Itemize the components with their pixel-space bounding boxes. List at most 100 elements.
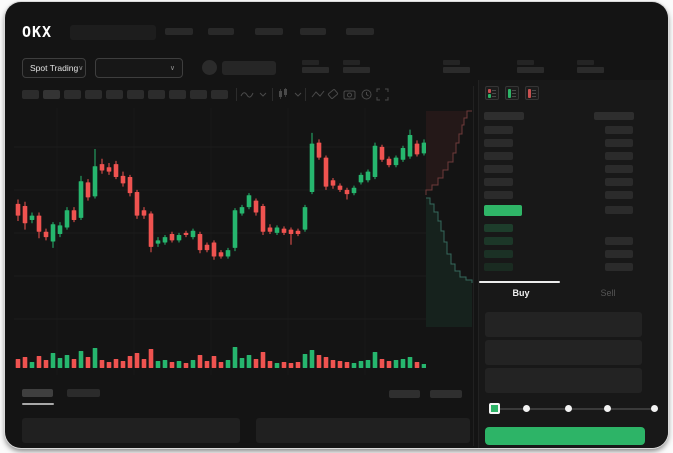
line-icon[interactable] bbox=[311, 88, 325, 101]
ask-price-placeholder[interactable] bbox=[484, 126, 513, 134]
ask-price-placeholder[interactable] bbox=[484, 178, 513, 186]
volume-bar bbox=[309, 350, 315, 368]
candles-icon[interactable] bbox=[277, 88, 289, 101]
icon-dash bbox=[512, 90, 516, 91]
camera-icon[interactable] bbox=[343, 88, 356, 101]
ask-amount-placeholder bbox=[605, 178, 633, 186]
slider-stop[interactable] bbox=[651, 405, 658, 412]
ask-price-placeholder[interactable] bbox=[484, 191, 513, 199]
volume-bar bbox=[414, 362, 420, 368]
candle bbox=[183, 232, 189, 236]
tab-sell[interactable]: Sell bbox=[600, 288, 616, 298]
ask-amount-placeholder bbox=[605, 139, 633, 147]
timeframe-button-placeholder[interactable] bbox=[43, 90, 60, 99]
icon-bar bbox=[508, 89, 511, 98]
icon-bar bbox=[528, 89, 531, 98]
ask-price-placeholder[interactable] bbox=[484, 139, 513, 147]
volume-bar bbox=[246, 355, 252, 368]
slider-track[interactable] bbox=[490, 408, 655, 410]
nav-item-placeholder[interactable] bbox=[255, 28, 283, 35]
candlestick-chart[interactable] bbox=[14, 108, 426, 375]
asks-depth-area bbox=[426, 111, 472, 195]
volume-bar bbox=[22, 357, 28, 368]
nav-item-placeholder[interactable] bbox=[300, 28, 326, 35]
bid-price-placeholder[interactable] bbox=[484, 237, 513, 245]
submit-buy-button[interactable] bbox=[485, 427, 645, 445]
candle bbox=[414, 143, 420, 155]
candle bbox=[330, 180, 336, 186]
volume-bar bbox=[358, 361, 364, 368]
candle bbox=[106, 167, 112, 172]
stat-label-placeholder bbox=[517, 60, 534, 65]
timeframe-button-placeholder[interactable] bbox=[211, 90, 228, 99]
order-input-placeholder[interactable] bbox=[485, 312, 642, 337]
volume-bar bbox=[120, 361, 126, 368]
candle bbox=[225, 250, 231, 257]
volume-bar bbox=[386, 361, 392, 368]
timeframe-button-placeholder[interactable] bbox=[148, 90, 165, 99]
icon-dash bbox=[492, 96, 496, 97]
expand-icon[interactable] bbox=[376, 88, 389, 101]
bid-price-placeholder[interactable] bbox=[484, 263, 513, 271]
header-search-placeholder[interactable] bbox=[70, 25, 156, 40]
ask-price-placeholder[interactable] bbox=[484, 165, 513, 173]
candle bbox=[57, 225, 63, 234]
orderbook-both-icon[interactable] bbox=[485, 86, 499, 100]
bottom-tab-1-placeholder[interactable] bbox=[22, 389, 53, 397]
volume-bar bbox=[351, 363, 357, 368]
bottom-action-placeholder-1[interactable] bbox=[389, 390, 420, 398]
order-input-placeholder[interactable] bbox=[485, 368, 642, 393]
chevron-down-icon[interactable] bbox=[259, 88, 267, 101]
ask-amount-placeholder bbox=[605, 165, 633, 173]
last-price-highlight[interactable] bbox=[484, 205, 522, 216]
timeframe-button-placeholder[interactable] bbox=[22, 90, 39, 99]
bottom-tab-2-placeholder[interactable] bbox=[67, 389, 100, 397]
timeframe-button-placeholder[interactable] bbox=[64, 90, 81, 99]
timeframe-button-placeholder[interactable] bbox=[169, 90, 186, 99]
stat-label-placeholder bbox=[443, 60, 460, 65]
candle bbox=[386, 158, 392, 166]
order-input-placeholder[interactable] bbox=[485, 340, 642, 365]
nav-item-placeholder[interactable] bbox=[208, 28, 234, 35]
volume-bar bbox=[316, 355, 322, 368]
timeframe-button-placeholder[interactable] bbox=[127, 90, 144, 99]
chevron-down-icon: ∨ bbox=[169, 64, 175, 72]
orderbook-asks-icon[interactable] bbox=[525, 86, 539, 100]
nav-item-placeholder[interactable] bbox=[165, 28, 193, 35]
slider-stop[interactable] bbox=[604, 405, 611, 412]
bid-price-placeholder[interactable] bbox=[484, 224, 513, 232]
ask-price-placeholder[interactable] bbox=[484, 152, 513, 160]
icon-dash bbox=[512, 93, 516, 94]
candle bbox=[15, 203, 21, 216]
timeframe-button-placeholder[interactable] bbox=[106, 90, 123, 99]
bid-price-placeholder[interactable] bbox=[484, 250, 513, 258]
volume-bar bbox=[106, 362, 112, 368]
slider-stop[interactable] bbox=[523, 405, 530, 412]
tab-buy[interactable]: Buy bbox=[512, 288, 530, 298]
candle bbox=[127, 176, 133, 194]
slider-stop[interactable] bbox=[565, 405, 572, 412]
timeframe-button-placeholder[interactable] bbox=[190, 90, 207, 99]
nav-item-placeholder[interactable] bbox=[346, 28, 374, 35]
clock-icon[interactable] bbox=[360, 88, 373, 101]
tag-icon[interactable] bbox=[327, 88, 340, 101]
candle bbox=[85, 182, 91, 198]
candle bbox=[134, 192, 140, 216]
chevron-down-icon[interactable] bbox=[294, 88, 302, 101]
wave-icon[interactable] bbox=[240, 88, 254, 101]
bottom-action-placeholder-2[interactable] bbox=[430, 390, 462, 398]
market-type-selector[interactable]: Spot Trading ∨ bbox=[22, 58, 86, 78]
orderbook-bids-icon[interactable] bbox=[505, 86, 519, 100]
volume-bar bbox=[421, 364, 426, 368]
slider-handle[interactable] bbox=[489, 403, 500, 414]
pair-selector[interactable]: ∨ bbox=[95, 58, 183, 78]
volume-bar bbox=[281, 362, 287, 368]
timeframe-button-placeholder[interactable] bbox=[85, 90, 102, 99]
candle bbox=[148, 213, 154, 247]
candle bbox=[267, 227, 273, 232]
candle bbox=[64, 210, 70, 228]
volume-bar bbox=[267, 361, 273, 368]
orderbook-header-price bbox=[484, 112, 524, 120]
volume-bar bbox=[239, 358, 245, 368]
candle bbox=[99, 164, 105, 171]
